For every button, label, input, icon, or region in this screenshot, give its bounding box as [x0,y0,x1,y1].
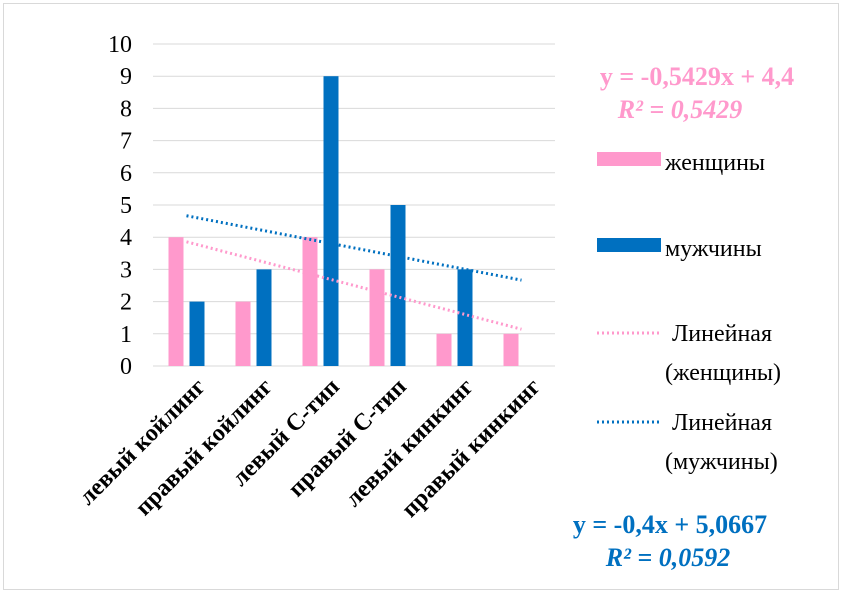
trendline-men-r2: R² = 0,0592 [605,543,730,572]
y-tick-label: 8 [120,96,132,122]
legend-label-trend-women-line1: Линейная [672,321,772,347]
trendline-men-equation: y = -0,4x + 5,0667 [573,510,767,539]
bar-women [436,333,452,366]
bars [168,76,519,366]
legend-swatch-men [597,238,661,252]
y-tick-label: 5 [120,193,132,219]
bar-men [457,269,473,366]
y-tick-label: 4 [120,225,132,251]
y-tick-label: 6 [120,161,132,187]
y-tick-label: 1 [120,322,132,348]
gridlines [153,43,555,367]
y-tick-label: 3 [120,257,132,283]
chart-frame [3,3,839,590]
y-tick-label: 2 [120,290,132,316]
trendline-women-r2: R² = 0,5429 [617,95,742,124]
legend-label-trend-women-line2: (женщины) [665,360,781,386]
y-tick-label: 7 [120,129,132,155]
y-axis-ticks: 0 1 2 3 4 5 6 7 8 9 10 [108,32,132,380]
legend-label-trend-men-line1: Линейная [672,410,772,436]
legend-swatch-women [597,152,661,166]
bar-men [189,301,205,366]
category-label: правый С-тип [283,374,411,502]
bar-women [235,301,251,366]
trendline-women-equation: y = -0,5429x + 4,4 [600,62,794,91]
y-tick-label: 0 [120,354,132,380]
bar-women [302,237,318,366]
legend-label-women: женщины [664,150,765,176]
bar-women [369,269,385,366]
trendline-men [186,214,522,282]
bar-women [503,333,519,366]
y-tick-label: 9 [120,64,132,90]
bar-men [256,269,272,366]
legend-label-men: мужчины [665,236,762,262]
legend-label-trend-men-line2: (мужчины) [665,449,778,475]
bar-women [168,237,184,366]
y-tick-label: 10 [108,32,132,58]
bar-men [390,205,406,366]
legend: женщины мужчины Линейная (женщины) Линей… [597,150,781,475]
trendlines [186,214,522,331]
bar-men [323,76,339,366]
